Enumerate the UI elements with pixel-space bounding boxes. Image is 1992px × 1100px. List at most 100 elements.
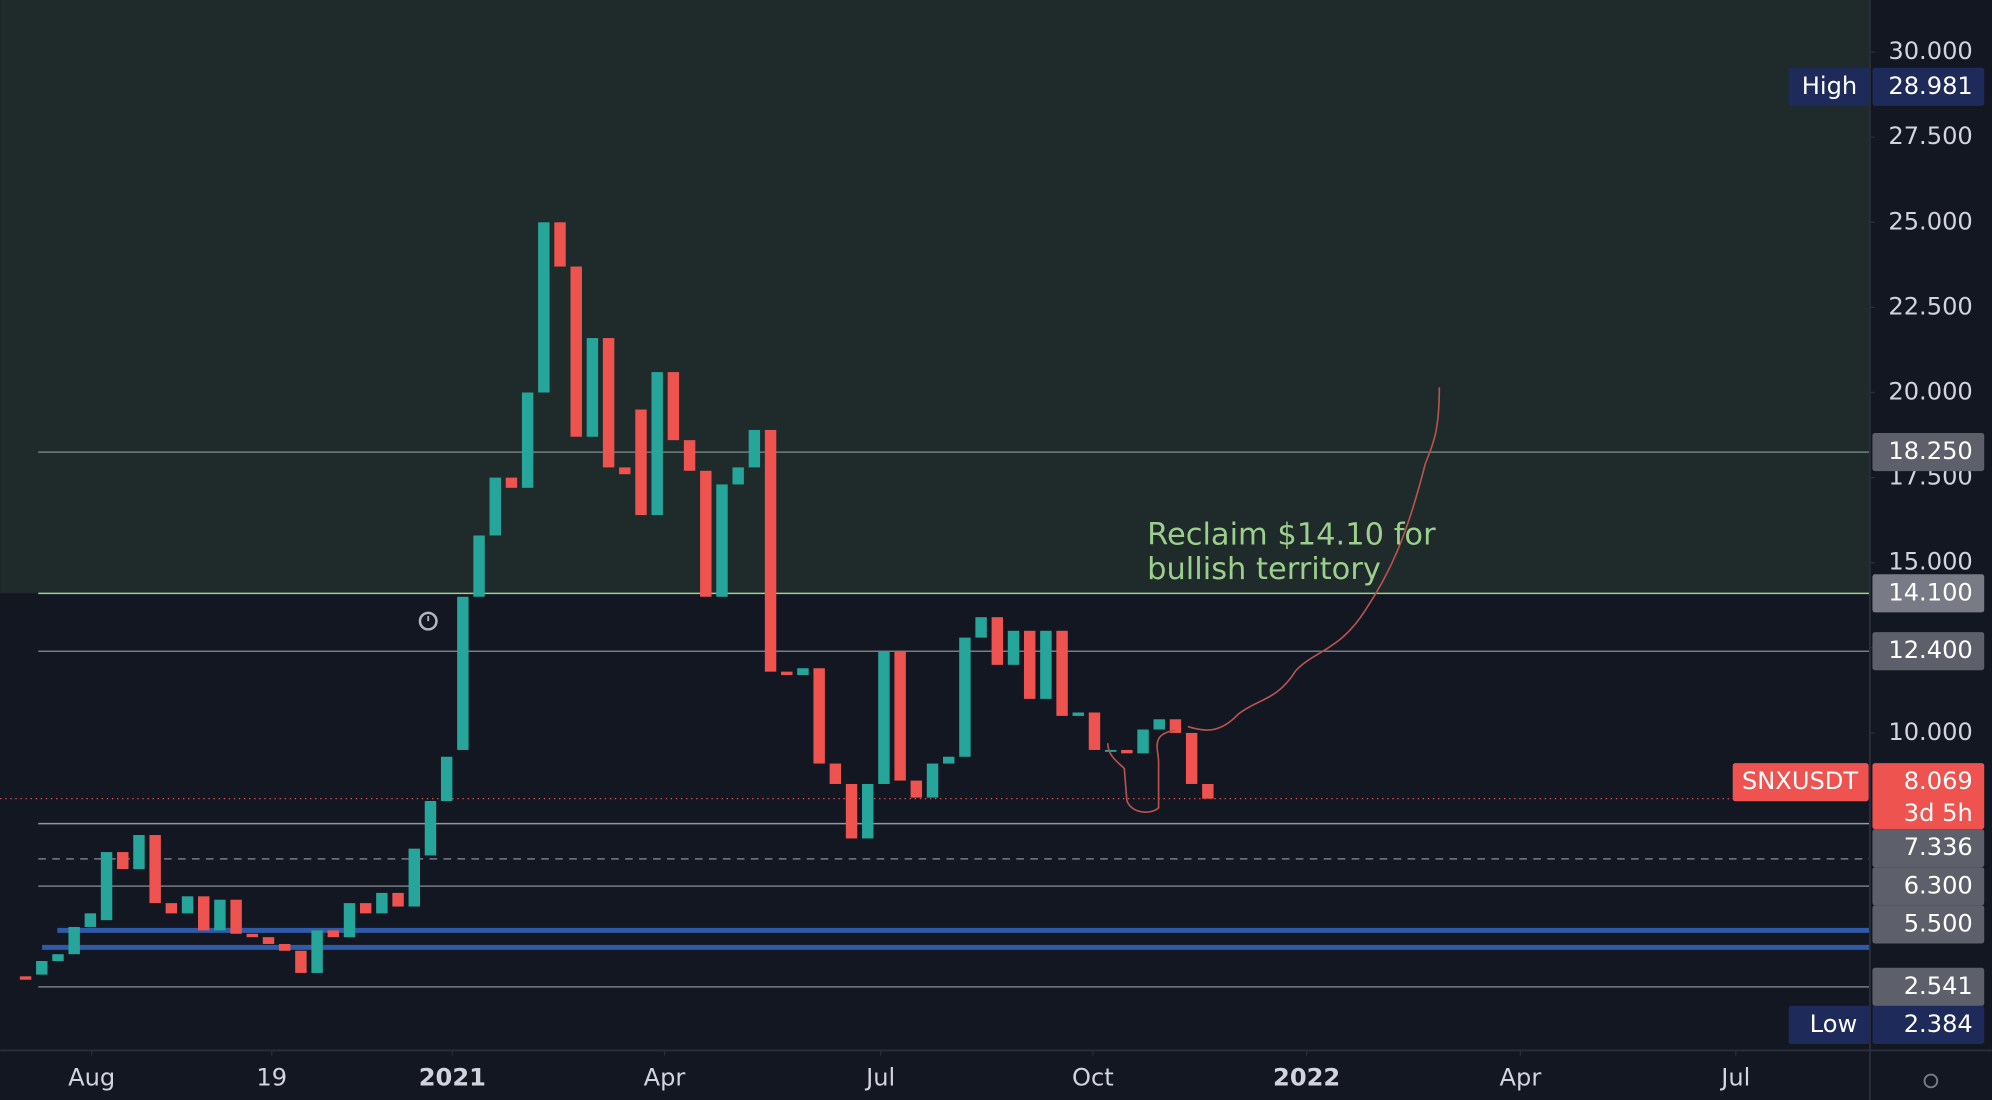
candle-body xyxy=(894,651,906,781)
y-tick-label: 15.000 xyxy=(1888,548,1972,576)
candle-body xyxy=(862,783,874,839)
price-label-box xyxy=(1872,829,1985,868)
candle-body xyxy=(117,852,129,870)
candle-body xyxy=(716,484,728,597)
candle-body xyxy=(732,467,744,485)
price-label-box xyxy=(1872,967,1985,1006)
candle-body xyxy=(473,535,485,597)
candle-body xyxy=(262,937,275,944)
alarm-icon xyxy=(418,611,438,631)
annotation: bullish territory xyxy=(1147,552,1381,587)
candle-body xyxy=(1137,729,1149,754)
y-tick-label: 20.000 xyxy=(1888,378,1972,406)
price-label: 18.250 xyxy=(1888,437,1972,465)
price-label: 5.500 xyxy=(1904,909,1973,937)
candle-body xyxy=(100,852,113,921)
candle-body xyxy=(36,961,48,975)
candle-body xyxy=(1088,712,1101,750)
candle-body xyxy=(359,903,372,914)
x-tick-label: Oct xyxy=(1072,1063,1114,1091)
x-tick-label: 2022 xyxy=(1273,1063,1340,1091)
candle-body xyxy=(602,338,615,468)
candle-body xyxy=(84,913,97,927)
candle-body xyxy=(813,668,825,764)
levels xyxy=(0,451,1870,988)
price-label: 28.981 xyxy=(1888,72,1972,100)
y-tick-label: 10.000 xyxy=(1888,718,1972,746)
candle-body xyxy=(505,477,518,488)
price-label: 8.069 xyxy=(1904,767,1973,795)
candle-body xyxy=(764,429,777,672)
symbol-box xyxy=(1732,763,1869,802)
price-label: 2.384 xyxy=(1904,1010,1973,1038)
price-label-box xyxy=(1872,867,1985,906)
candle-body xyxy=(926,763,939,798)
y-tick-label: 30.000 xyxy=(1888,37,1972,65)
candle-body xyxy=(424,801,437,856)
price-label: 14.100 xyxy=(1888,578,1972,606)
candle-body xyxy=(521,392,534,488)
x-tick-label: Apr xyxy=(644,1063,686,1091)
candle-body xyxy=(570,266,582,437)
candle-body xyxy=(619,467,631,475)
candle-body xyxy=(408,848,420,907)
x-tick-label: Jul xyxy=(1719,1063,1750,1091)
price-label-box xyxy=(1872,763,1985,830)
candle-body xyxy=(327,930,340,938)
price-label-box xyxy=(1872,67,1985,106)
countdown: 3d 5h xyxy=(1904,799,1973,827)
candle-body xyxy=(683,440,696,471)
candle-body xyxy=(1121,749,1133,754)
name-box xyxy=(1788,1005,1870,1044)
candle-body xyxy=(1007,630,1020,665)
candle-body xyxy=(1040,630,1052,699)
candle-body xyxy=(781,671,793,676)
candle-body xyxy=(278,943,291,951)
candle-body xyxy=(133,835,145,870)
candle-body xyxy=(165,903,178,914)
candle-body xyxy=(975,617,987,638)
zone xyxy=(0,0,1870,594)
candle-body xyxy=(1153,719,1165,730)
price-labels: 28.981 High 18.250 14.100 12.400 8.069 SNXUSDT… xyxy=(1732,67,1985,1044)
candle-body xyxy=(343,903,356,938)
candle-body xyxy=(878,651,890,784)
candle-body xyxy=(700,470,712,597)
y-tick-label: 22.500 xyxy=(1888,292,1972,320)
x-tick-label: 2021 xyxy=(419,1063,486,1091)
candle-body xyxy=(181,896,194,914)
y-tick-label: 25.000 xyxy=(1888,207,1972,235)
symbol-label: SNXUSDT xyxy=(1742,767,1858,795)
y-tick-label: 27.500 xyxy=(1888,122,1972,150)
candle-body xyxy=(457,596,469,750)
candles xyxy=(19,222,1214,980)
candle-body xyxy=(1202,783,1214,799)
name-label: Low xyxy=(1810,1010,1858,1038)
candle-body xyxy=(246,933,259,938)
x-tick-label: Aug xyxy=(68,1063,115,1091)
settings-icon[interactable] xyxy=(1923,1073,1939,1089)
price-label: 2.541 xyxy=(1904,972,1973,1000)
candle-body xyxy=(829,763,842,784)
candle-body xyxy=(748,429,761,468)
price-label: 6.300 xyxy=(1904,871,1973,899)
candle-body xyxy=(1072,712,1084,716)
x-tick-label: Jul xyxy=(864,1063,895,1091)
candle-body xyxy=(311,930,323,973)
candle-body xyxy=(19,976,32,980)
bullish-zone xyxy=(0,0,1870,594)
candle-body xyxy=(376,892,388,914)
candle-body xyxy=(651,372,663,516)
candle-body xyxy=(538,222,550,393)
x-axis: Aug 19 2021 Apr Jul Oct 2022 Apr Jul xyxy=(68,1050,1750,1091)
price-label: 7.336 xyxy=(1904,833,1973,861)
x-tick-label: 19 xyxy=(256,1063,287,1091)
candle-body xyxy=(1185,732,1198,784)
price-label-box xyxy=(1872,905,1985,944)
price-label-box xyxy=(1872,1005,1985,1044)
candle-body xyxy=(295,950,307,973)
name-label: High xyxy=(1802,72,1857,100)
candle-body xyxy=(392,892,404,907)
price-label-box xyxy=(1872,433,1985,472)
